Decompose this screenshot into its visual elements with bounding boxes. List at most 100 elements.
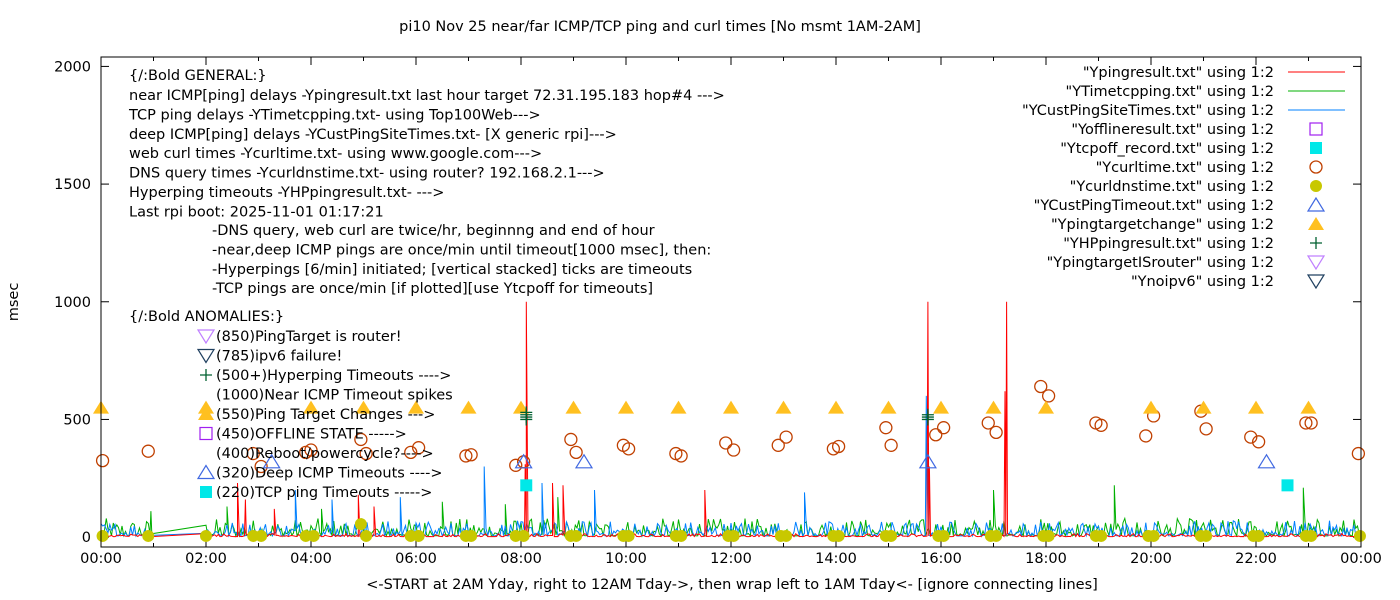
anomaly-glyph-icon — [196, 464, 216, 480]
annotation-notes: {/:Bold GENERAL:} near ICMP[ping] delays … — [128, 68, 725, 501]
target-change-point — [513, 400, 529, 414]
legend: "Ypingresult.txt" using 1:2 "YTimetcpping… — [1022, 65, 1345, 290]
dns-time-point — [354, 518, 367, 531]
anomaly-glyph-icon — [199, 426, 213, 441]
dns-time-point — [255, 529, 268, 542]
legend-marker-icon — [1310, 180, 1322, 192]
target-change-point — [460, 400, 477, 414]
anomaly-item: (220)TCP ping Timeouts -----> — [216, 485, 432, 501]
y-axis-label: msec — [6, 283, 22, 322]
general-note-indented: -TCP pings are once/min [if plotted][use… — [212, 281, 653, 297]
curl-time-point — [1094, 418, 1108, 432]
chart-title: pi10 Nov 25 near/far ICMP/TCP ping and c… — [399, 19, 921, 35]
curl-time-point — [1199, 422, 1213, 436]
target-change-point — [618, 400, 634, 414]
curl-time-point — [879, 421, 893, 435]
hyperping-timeout-point — [921, 408, 934, 421]
target-change-point — [880, 400, 897, 414]
legend-label: "YpingtargetISrouter" using 1:2 — [1047, 255, 1274, 271]
legend-label: "YCustPingSiteTimes.txt" using 1:2 — [1022, 103, 1274, 119]
curl-time-point — [564, 432, 578, 447]
legend-label: "Ypingresult.txt" using 1:2 — [1083, 65, 1274, 81]
series-markers — [93, 379, 1366, 542]
dns-time-point — [307, 529, 320, 542]
x-tick-label: 14:00 — [815, 551, 857, 567]
target-change-point — [723, 400, 739, 414]
general-note-indented: -Hyperpings [6/min] initiated; [vertical… — [212, 262, 692, 278]
dns-time-point — [412, 529, 425, 542]
curl-time-point — [95, 453, 110, 468]
axis-ticks: 0 500 1000 1500 2000 00:00 02:00 04:00 06:00 08:0… — [54, 57, 1382, 567]
legend-marker-icon — [1310, 237, 1322, 249]
anomaly-glyph-icon — [198, 407, 214, 420]
curl-time-point — [404, 445, 418, 460]
curl-time-point — [831, 439, 846, 454]
x-tick-label: 22:00 — [1235, 551, 1277, 567]
curl-time-point — [459, 449, 473, 463]
anomaly-glyph-icon — [196, 329, 216, 345]
curl-time-point — [1351, 446, 1366, 461]
legend-label: "YTimetcpping.txt" using 1:2 — [1066, 84, 1274, 100]
dns-time-point — [1252, 529, 1265, 542]
anomaly-item: (320)Deep ICMP Timeouts ----> — [216, 466, 443, 482]
curl-time-point — [771, 438, 785, 452]
curl-time-point — [254, 459, 268, 474]
x-tick-label: 02:00 — [185, 551, 227, 567]
general-note: web curl times -Ycurltime.txt- using www… — [129, 146, 542, 162]
legend-label: "Ynoipv6" using 1:2 — [1131, 274, 1274, 290]
dns-time-point — [96, 529, 109, 542]
y-tick-label: 1000 — [54, 295, 91, 311]
anomaly-glyph-icon — [200, 369, 212, 381]
curl-time-point — [569, 445, 583, 460]
dns-time-point — [727, 529, 740, 542]
x-tick-label: 04:00 — [290, 551, 332, 567]
dns-time-point — [780, 529, 793, 542]
legend-label: "Yofflineresult.txt" using 1:2 — [1071, 122, 1274, 138]
curl-time-point — [936, 421, 951, 435]
anomaly-item: (450)OFFLINE STATE -----> — [216, 427, 407, 443]
target-change-point — [303, 400, 319, 414]
curl-time-point — [411, 441, 426, 455]
target-change-point — [670, 400, 687, 414]
dns-time-point — [885, 529, 898, 542]
x-tick-label: 12:00 — [710, 551, 752, 567]
x-tick-label: 08:00 — [500, 551, 542, 567]
anomaly-item: (1000)Near ICMP Timeout spikes — [216, 388, 453, 404]
general-note: TCP ping delays -YTimetcpping.txt- using… — [128, 107, 541, 123]
curl-time-point — [1299, 416, 1313, 430]
x-tick-label: 10:00 — [605, 551, 647, 567]
target-change-point — [775, 400, 792, 414]
x-tick-label: 20:00 — [1130, 551, 1172, 567]
legend-label: "Ycurltime.txt" using 1:2 — [1096, 160, 1274, 176]
legend-label: "Ypingtargetchange" using 1:2 — [1051, 217, 1274, 233]
dns-time-point — [1200, 529, 1213, 542]
legend-label: "YCustPingTimeout.txt" using 1:2 — [1034, 198, 1274, 214]
dns-time-point — [1095, 529, 1108, 542]
y-tick-label: 1500 — [54, 177, 91, 193]
general-note: near ICMP[ping] delays -Ypingresult.txt … — [129, 88, 725, 104]
legend-label: "Ycurldnstime.txt" using 1:2 — [1070, 179, 1274, 195]
target-change-point — [565, 400, 582, 414]
general-note-indented: -DNS query, web curl are twice/hr, begin… — [212, 223, 655, 239]
curl-time-point — [1139, 429, 1153, 443]
target-change-point — [408, 400, 424, 414]
general-note: deep ICMP[ping] delays -YCustPingSiteTim… — [129, 127, 617, 143]
curl-time-point — [1304, 416, 1318, 430]
legend-marker-icon — [1306, 255, 1326, 271]
target-change-point — [355, 400, 372, 414]
target-change-point — [1195, 400, 1212, 414]
dns-time-point — [142, 529, 155, 542]
general-heading: {/:Bold GENERAL:} — [129, 68, 267, 84]
y-tick-label: 2000 — [54, 59, 91, 75]
anomalies-heading: {/:Bold ANOMALIES:} — [129, 309, 284, 325]
tcp-off-point — [520, 479, 533, 492]
legend-marker-icon — [1309, 122, 1323, 136]
general-note: Last rpi boot: 2025-11-01 01:17:21 — [129, 204, 384, 220]
anomaly-glyph-icon — [196, 348, 216, 364]
curl-time-point — [1041, 389, 1056, 403]
dns-time-point — [1147, 529, 1160, 542]
curl-time-point — [304, 443, 318, 457]
dns-time-point — [360, 529, 373, 542]
curl-time-point — [674, 449, 688, 463]
dns-time-point — [200, 529, 212, 542]
